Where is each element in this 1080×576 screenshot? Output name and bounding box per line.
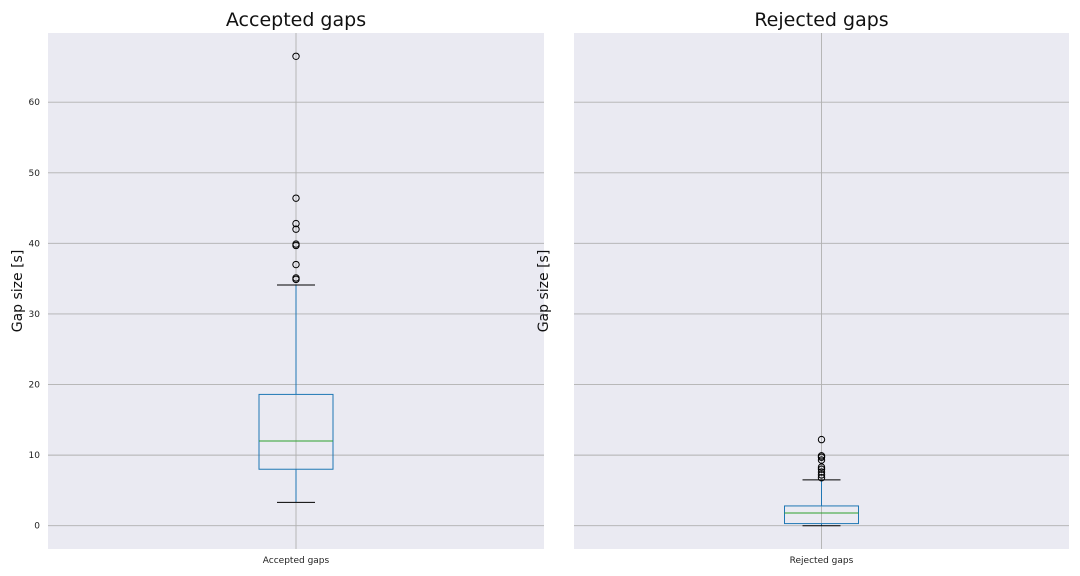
y-tick-label: 30 [29, 310, 41, 320]
outlier-point [817, 465, 826, 473]
outlier-point [817, 456, 826, 464]
box-iqr [784, 505, 859, 525]
outlier-point [817, 471, 826, 479]
y-tick-label: 10 [29, 451, 41, 461]
x-tick-label: Rejected gaps [790, 556, 854, 566]
panel-title: Rejected gaps [754, 9, 888, 31]
outlier-point [292, 225, 300, 233]
y-tick-label: 50 [29, 169, 41, 179]
outlier-point [292, 274, 300, 282]
outlier-point [292, 194, 300, 202]
y-tick-label: 0 [34, 522, 40, 532]
y-axis-label: Gap size [s] [536, 250, 552, 333]
outlier-point [817, 463, 826, 471]
box-iqr [258, 393, 334, 470]
y-tick-label: 60 [29, 98, 41, 108]
y-tick-label: 20 [29, 381, 41, 391]
outlier-point [817, 474, 826, 482]
accepted-gaps-panel: 0 10 20 30 40 50 60 Accepted gaps Accepted gaps G… [10, 9, 544, 566]
x-tick-label: Accepted gaps [263, 556, 330, 566]
outlier-point [292, 52, 300, 60]
outlier-point [817, 468, 826, 476]
rejected-gaps-panel: Rejected gaps Rejected gaps Gap size [s] [536, 9, 1069, 566]
y-tick-label: 40 [29, 239, 41, 249]
outlier-point [292, 260, 300, 269]
outlier-point [292, 219, 300, 228]
panel-title: Accepted gaps [226, 9, 366, 31]
outlier-point [292, 240, 300, 248]
outlier-point [817, 452, 826, 460]
outlier-point [817, 435, 826, 444]
y-axis-label: Gap size [s] [10, 250, 26, 333]
